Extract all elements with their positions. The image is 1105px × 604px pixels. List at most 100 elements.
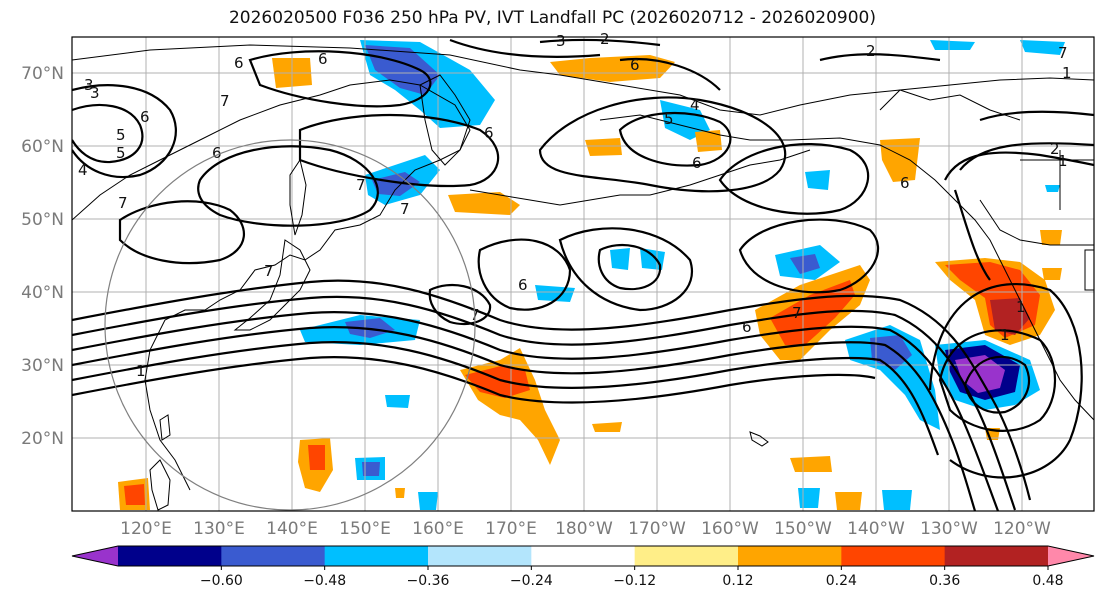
- lat-label: 70°N: [21, 64, 64, 84]
- lon-label: 170°W: [628, 519, 686, 539]
- colorbar-segment: [944, 546, 1049, 566]
- jet-contour-4: [72, 326, 977, 511]
- contour-label: 1: [1016, 298, 1026, 316]
- contour-label: 3: [90, 84, 100, 102]
- jet-contour-2: [72, 295, 1017, 511]
- lon-label: 150°W: [774, 519, 832, 539]
- lon-label: 140°W: [847, 519, 905, 539]
- lon-label: 160°W: [701, 519, 759, 539]
- contour-label: 6: [212, 144, 222, 162]
- pos-anomaly-dateline-south: [460, 348, 560, 465]
- contour-label: 1: [1058, 152, 1068, 170]
- colorbar-under-arrow: [72, 546, 118, 566]
- jet-contour-3: [72, 311, 1000, 511]
- contour-label: 4: [690, 96, 700, 114]
- colorbar-tick-label: −0.48: [303, 573, 346, 589]
- colorbar-segment: [841, 546, 946, 566]
- colorbar: −0.60 −0.48 −0.36 −0.24 −0.12 0.12 0.24 0.36 0.4…: [71, 545, 1095, 589]
- contour-label: 7: [264, 262, 274, 280]
- lat-label: 50°N: [21, 210, 64, 230]
- contour-labels: 3 2 3 5 6 7 6 6 6 4 5 7 7 6 7 6 6 2 1 7 …: [78, 30, 1072, 380]
- contour-label: 4: [78, 161, 88, 179]
- longitude-labels: 120°E 130°E 140°E 150°E 160°E 170°E 180°…: [120, 519, 1051, 539]
- colorbar-segment: [118, 546, 222, 566]
- colorbar-segment: [428, 546, 532, 566]
- contour-label: 1: [136, 362, 146, 380]
- contour-label: 3: [556, 32, 566, 50]
- lon-label: 180°W: [555, 519, 613, 539]
- contour-label: 6: [518, 276, 528, 294]
- lon-label: 130°W: [920, 519, 978, 539]
- contour-label: 7: [400, 200, 410, 218]
- lat-label: 30°N: [21, 356, 64, 376]
- contour-label: 7: [1058, 44, 1068, 62]
- colorbar-segment: [738, 546, 842, 566]
- coastlines: [72, 44, 1094, 511]
- contour-label: 2: [1050, 140, 1060, 158]
- lon-label: 130°E: [193, 519, 245, 539]
- colorbar-segment: [221, 546, 326, 566]
- contour-label: 6: [692, 154, 702, 172]
- arctic-coast: [72, 44, 1094, 116]
- contour-label: 6: [484, 124, 494, 142]
- colorbar-tick-label: −0.36: [407, 573, 450, 589]
- jet-contour-6: [72, 356, 876, 404]
- graticule: [72, 37, 1094, 511]
- contour-label: 1: [1000, 326, 1010, 344]
- lon-label: 120°W: [993, 519, 1051, 539]
- lat-label: 40°N: [21, 283, 64, 303]
- contour-label: 5: [116, 144, 126, 162]
- contour-label: 3: [84, 76, 94, 94]
- map-title: 2026020500 F036 250 hPa PV, IVT Landfall…: [228, 8, 876, 28]
- range-circle: [104, 139, 476, 511]
- contour-label: 5: [116, 126, 126, 144]
- contour-label: 7: [118, 194, 128, 212]
- contour-label: 7: [220, 92, 230, 110]
- ivt-contours: [72, 38, 1094, 511]
- contour-label: 7: [356, 176, 366, 194]
- contour-label: 6: [742, 318, 752, 336]
- neg-anomaly-bering: [930, 40, 975, 50]
- philippines: [149, 459, 171, 511]
- closed-contour-okhotsk: [197, 145, 379, 227]
- contour-label: 5: [664, 110, 674, 128]
- jet-contour-1: [72, 279, 1032, 501]
- alaska-coast: [599, 114, 1051, 361]
- colorbar-tick-label: 0.24: [826, 573, 857, 589]
- hawaii: [749, 431, 769, 447]
- colorbar-tick-label: 0.12: [722, 573, 753, 589]
- colorbar-segment: [634, 546, 739, 566]
- aleutian-islands: [469, 149, 811, 206]
- contour-label: 6: [234, 54, 244, 72]
- colorbar-segments: [118, 546, 1049, 566]
- lon-label: 150°E: [339, 519, 391, 539]
- colorbar-tick-label: 0.36: [929, 573, 960, 589]
- colorbar-over-arrow: [1048, 546, 1094, 566]
- lat-label: 20°N: [21, 429, 64, 449]
- colorbar-tick-label: 0.48: [1032, 573, 1063, 589]
- contour-label: 6: [140, 108, 150, 126]
- colorbar-tick-label: −0.60: [200, 573, 243, 589]
- colorbar-tick-label: −0.12: [613, 573, 656, 589]
- contour-label: 6: [630, 56, 640, 74]
- taiwan: [159, 414, 171, 441]
- latitude-labels: 70°N 60°N 50°N 40°N 30°N 20°N: [21, 64, 64, 449]
- jet-contour-5: [72, 341, 940, 456]
- contour-label: 2: [866, 42, 876, 60]
- colorbar-segment: [324, 546, 429, 566]
- north-america-coast: [1049, 359, 1094, 421]
- lat-label: 60°N: [21, 137, 64, 157]
- contour-label: 2: [600, 30, 610, 48]
- pv-anomaly-shading: [118, 40, 1065, 510]
- colorbar-tick-label: −0.24: [510, 573, 553, 589]
- asia-coast: [72, 79, 471, 491]
- colorbar-ticks: −0.60 −0.48 −0.36 −0.24 −0.12 0.12 0.24 0.36 0.4…: [200, 566, 1064, 589]
- colorbar-outline: [71, 545, 1095, 567]
- lon-label: 160°E: [412, 519, 464, 539]
- lon-label: 170°E: [485, 519, 537, 539]
- lon-label: 120°E: [120, 519, 172, 539]
- map-frame: [71, 36, 1095, 512]
- lon-label: 140°E: [266, 519, 318, 539]
- kamchatka: [419, 74, 471, 166]
